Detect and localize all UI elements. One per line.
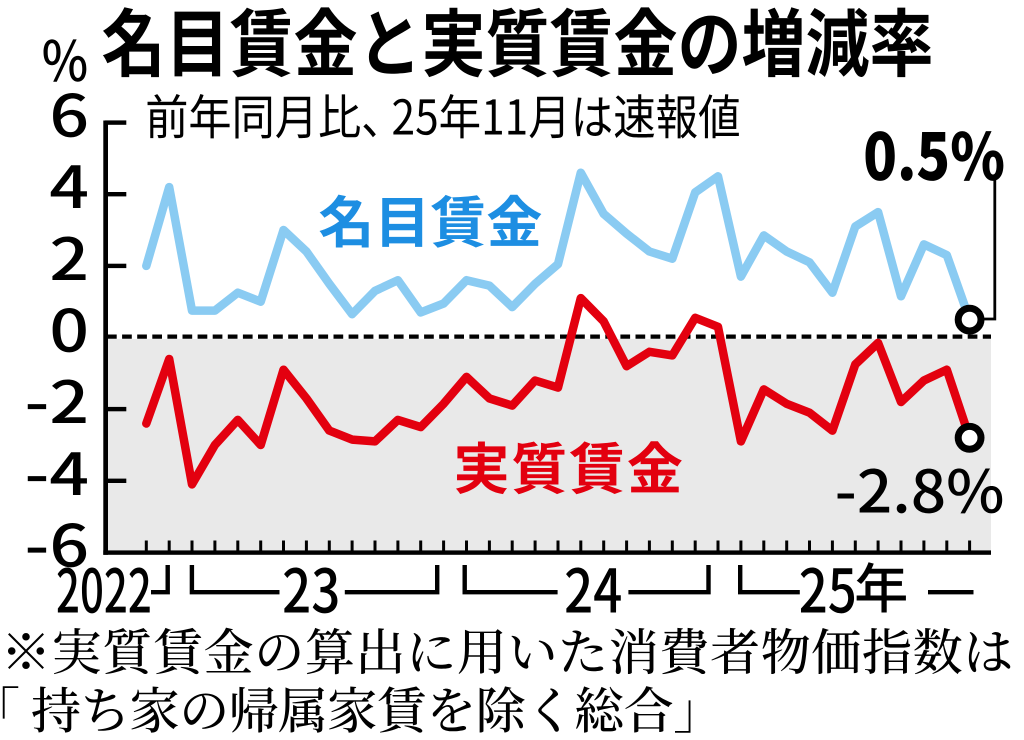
svg-text:-2.8%: -2.8% — [835, 446, 1005, 530]
svg-text:2022: 2022 — [56, 543, 152, 630]
svg-text:実質賃金: 実質賃金 — [454, 425, 685, 506]
svg-text:6: 6 — [49, 71, 89, 154]
svg-text:25: 25 — [799, 544, 857, 631]
svg-text:24: 24 — [564, 544, 622, 631]
svg-text:年: 年 — [854, 545, 908, 624]
svg-text:0.5%: 0.5% — [863, 106, 1005, 199]
svg-text:名目賃金: 名目賃金 — [318, 179, 542, 260]
svg-text:名目賃金と実質賃金の増減率: 名目賃金と実質賃金の増減率 — [102, 0, 934, 92]
svg-text:「: 「 — [0, 672, 20, 740]
svg-text:-6: -6 — [24, 500, 89, 583]
svg-text:4: 4 — [49, 142, 89, 225]
svg-text:-2: -2 — [24, 357, 89, 440]
svg-text:前年同月比、: 前年同月比、 — [145, 80, 404, 149]
svg-text:%: % — [42, 17, 88, 97]
svg-text:23: 23 — [282, 544, 340, 631]
svg-text:25年11月は速報値: 25年11月は速報値 — [392, 79, 741, 149]
svg-text:持ち家の帰属家賃を除く総合」: 持ち家の帰属家賃を除く総合」 — [31, 672, 723, 740]
svg-text:-4: -4 — [24, 429, 89, 512]
svg-text:2: 2 — [49, 214, 89, 297]
svg-text:0: 0 — [49, 285, 89, 368]
svg-text:※実質賃金の算出に用いた消費者物価指数は: ※実質賃金の算出に用いた消費者物価指数は — [1, 613, 1014, 685]
